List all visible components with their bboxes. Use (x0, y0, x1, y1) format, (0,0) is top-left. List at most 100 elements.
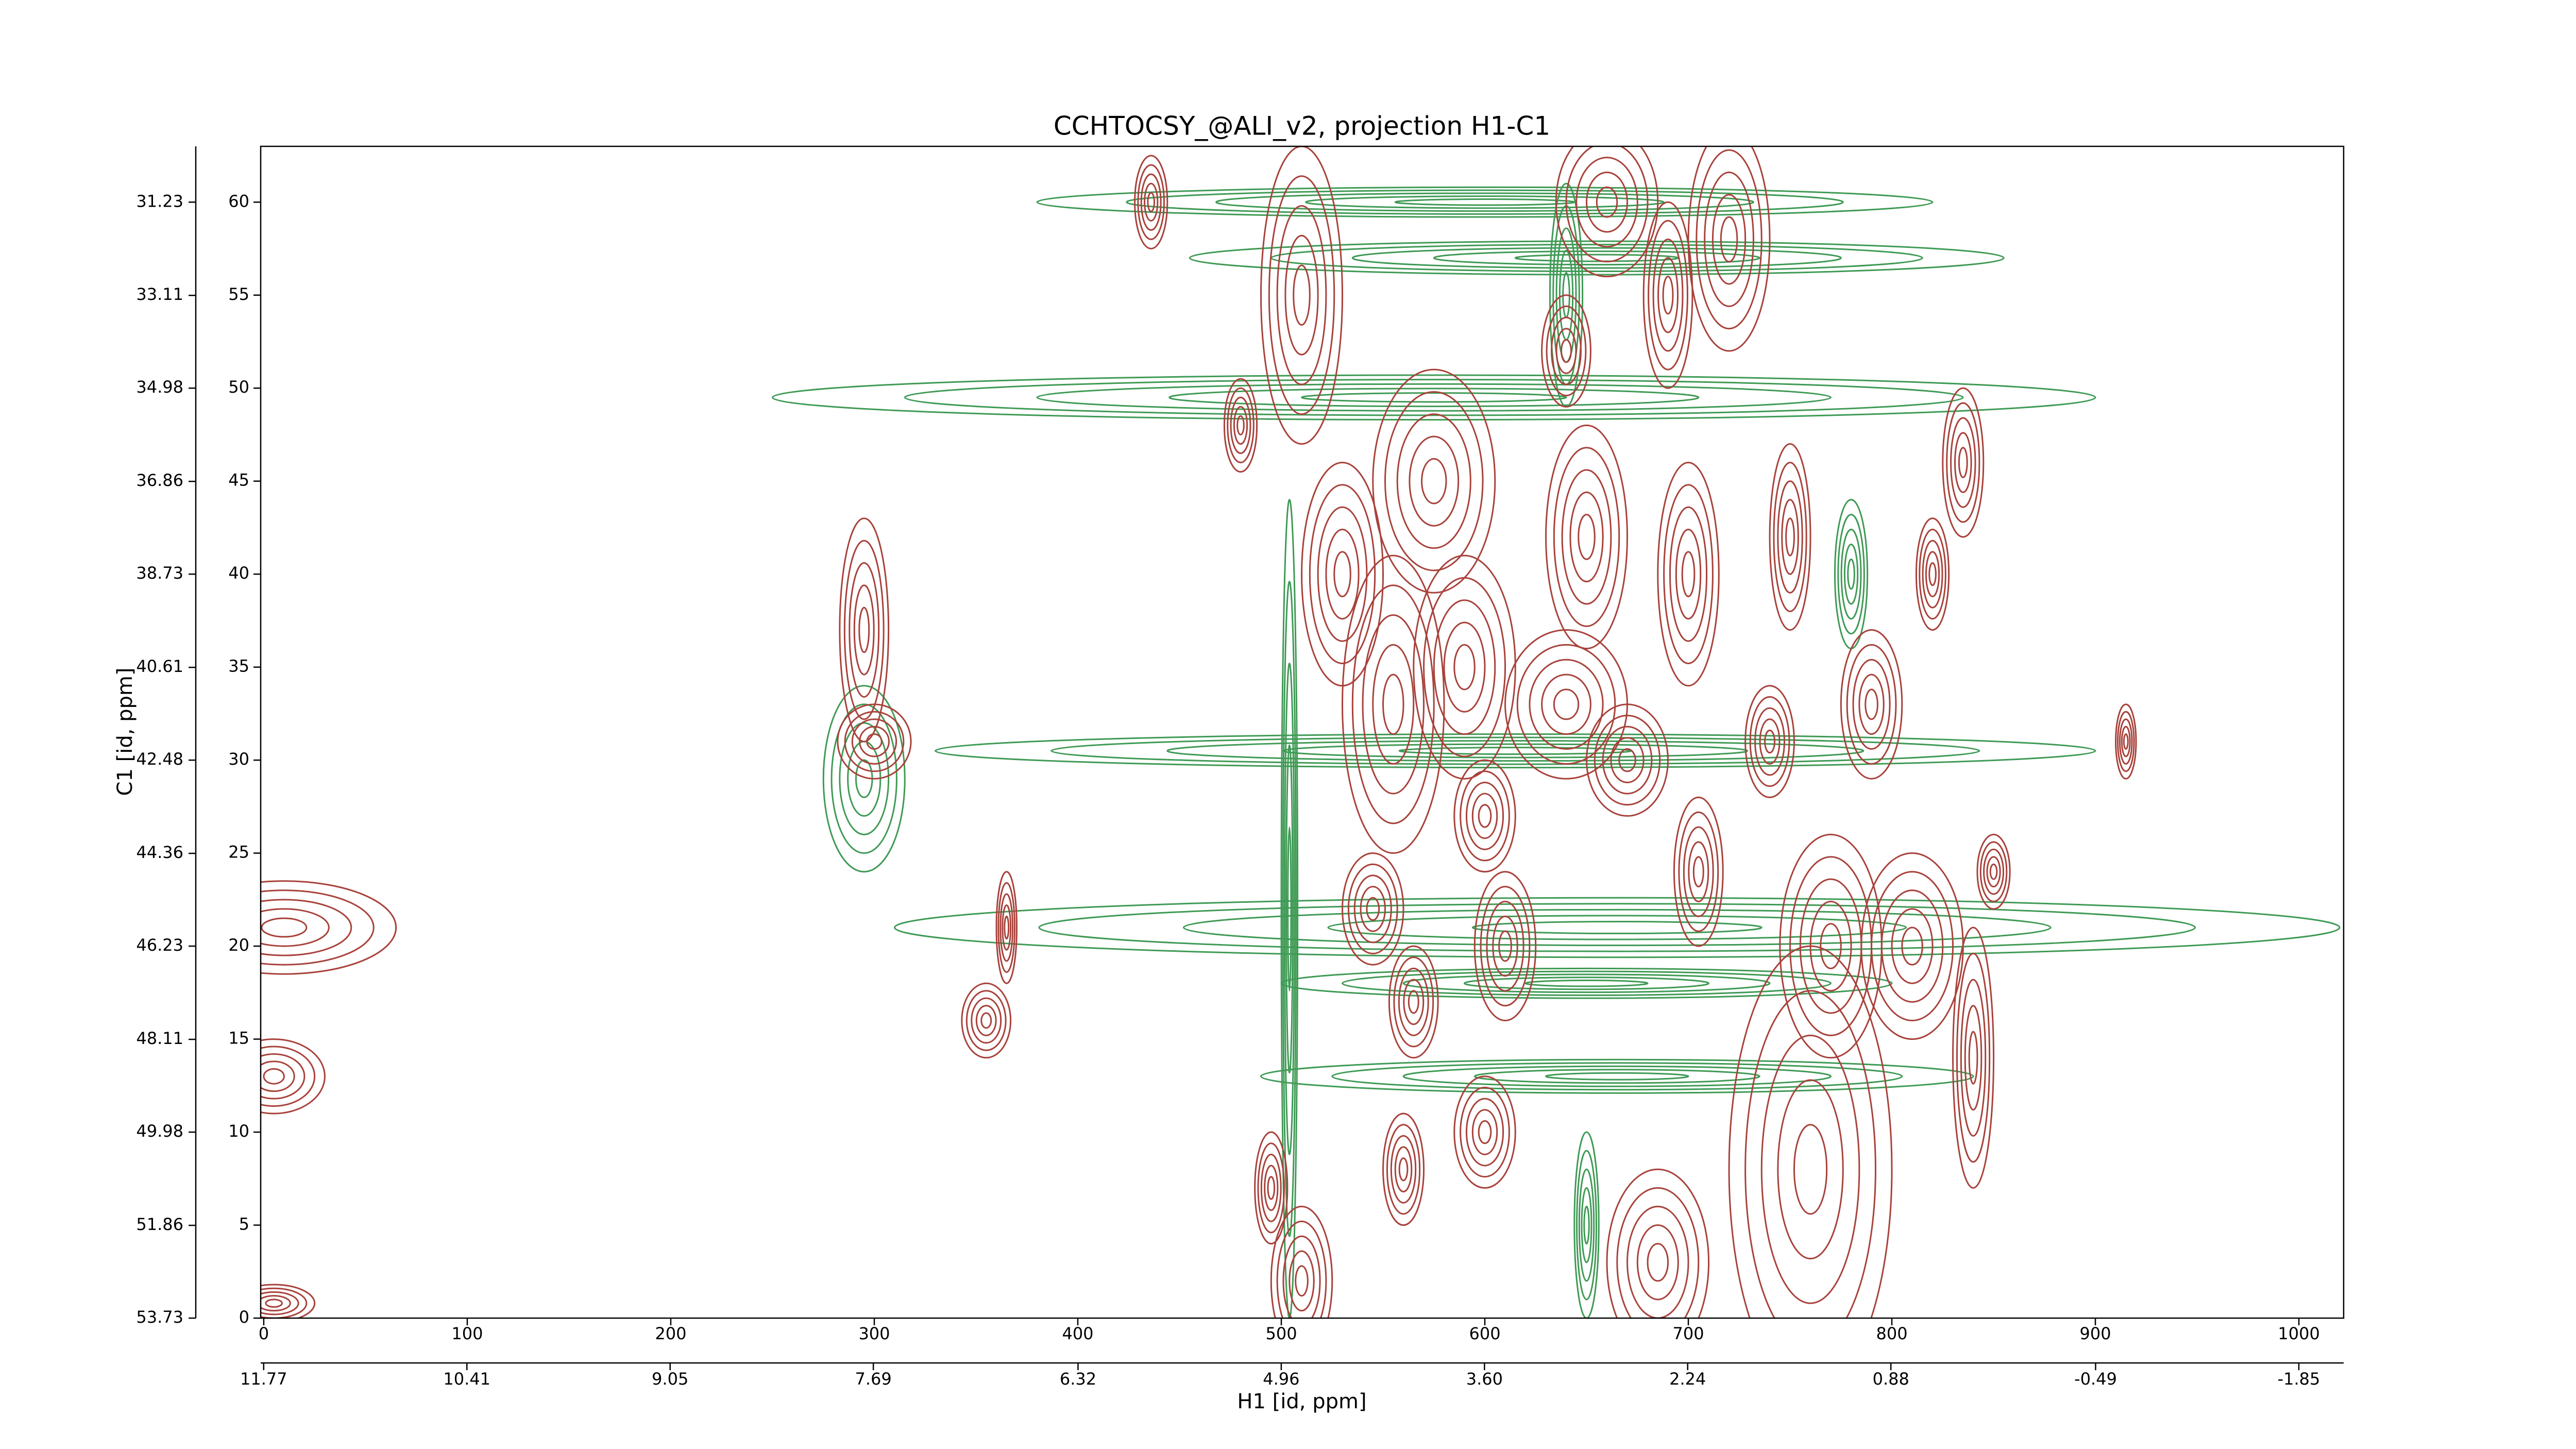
contour-level (1565, 146, 1649, 263)
contour-level (1421, 458, 1447, 504)
contour-level (1386, 1124, 1421, 1215)
contour-level (771, 374, 2096, 421)
contour-level (849, 562, 880, 698)
contour-level (995, 871, 1018, 984)
contour-level (1555, 146, 1659, 278)
contour-level (1979, 841, 2008, 902)
contour-level (1260, 1058, 1974, 1094)
contour-level (2119, 718, 2133, 765)
contour-level (1956, 953, 1991, 1163)
contour-level (1333, 551, 1351, 598)
contour-level (1524, 980, 1649, 987)
y-tick-label: 15 (228, 1029, 249, 1048)
contour-level (1754, 707, 1785, 776)
peak (1942, 387, 1985, 538)
contour-level (1147, 192, 1156, 212)
contour-level (1516, 644, 1616, 765)
contour-level (839, 517, 890, 743)
contour-level (839, 722, 890, 836)
contour-level (261, 880, 397, 975)
contour-level (265, 1299, 283, 1308)
y2-tick-label: 31.23 (136, 191, 183, 211)
contour-level (1260, 1153, 1282, 1222)
contour-level (1744, 990, 1876, 1318)
y2-tick-label: 49.98 (136, 1121, 183, 1141)
x-tick-label: 500 (1265, 1324, 1297, 1343)
contour-level (1561, 469, 1612, 605)
contour-level (1915, 517, 1950, 631)
contour-level (1384, 391, 1484, 571)
contour-level (1257, 1142, 1285, 1234)
contour-level (1683, 826, 1714, 917)
contour-level (1366, 897, 1380, 921)
contour-level (1287, 826, 1292, 992)
peak (1915, 517, 1950, 631)
contour-level (853, 584, 875, 676)
contour-level (261, 1060, 295, 1092)
contour-level (1583, 1205, 1590, 1245)
contour-level (1922, 540, 1943, 609)
peak (261, 1038, 326, 1115)
contour-level (1351, 584, 1435, 824)
contour-level (1871, 871, 1954, 1021)
contour-level (1325, 529, 1360, 620)
contour-level (1388, 945, 1439, 1059)
contour-level (1478, 1120, 1492, 1144)
contour-level (1950, 417, 1976, 508)
contour-level (1137, 164, 1165, 240)
y-tick-label: 5 (239, 1215, 249, 1234)
contour-level (1976, 834, 2011, 910)
contour-level (1284, 234, 1319, 356)
peak (2115, 703, 2137, 780)
contour-level (1267, 1176, 1276, 1200)
contour-level (1958, 447, 1968, 478)
contour-level (1390, 1135, 1417, 1204)
peak (1728, 945, 1893, 1318)
peak (1342, 852, 1404, 966)
x2-tick-label: -1.85 (2278, 1369, 2320, 1389)
peak (961, 982, 1012, 1059)
contour-level (1372, 368, 1496, 594)
contour-level (1662, 276, 1674, 315)
contour-level (1675, 529, 1702, 620)
contour-level (261, 1046, 316, 1107)
contour-level (1465, 1098, 1504, 1167)
contour-level (1626, 1205, 1689, 1318)
contour-level (1382, 1113, 1425, 1226)
peak (822, 685, 906, 873)
contour-level (831, 703, 897, 854)
peak (1036, 186, 1934, 218)
peak (1545, 424, 1629, 650)
contour-level (1891, 908, 1934, 984)
contour-level (1471, 1109, 1498, 1155)
contour-level (965, 990, 1007, 1051)
contour-level (1409, 435, 1460, 527)
contour-level (1276, 205, 1327, 385)
y-tick-label: 30 (228, 749, 249, 769)
contour-level (1669, 506, 1708, 642)
contour-level (1471, 793, 1498, 839)
contour-level (934, 733, 2096, 769)
y-tick-label: 60 (228, 191, 249, 211)
x-axis-label: H1 [id, ppm] (1237, 1390, 1366, 1413)
contour-level (1696, 149, 1762, 330)
contour-level (1285, 744, 1294, 1074)
contour-level (1347, 863, 1398, 955)
contour-level (1126, 189, 1844, 215)
y2-tick-label: 34.98 (136, 377, 183, 397)
contour-level (1555, 328, 1577, 374)
contour-level (1492, 915, 1518, 977)
y-tick-label: 35 (228, 656, 249, 676)
contour-level (1569, 491, 1604, 583)
contour-level (1464, 976, 1710, 990)
y-tick-label: 20 (228, 935, 249, 955)
peak (1769, 443, 1811, 631)
contour-level (1282, 1235, 1321, 1318)
contour-level (1578, 514, 1596, 560)
contour-level (1952, 926, 1995, 1189)
peak (1270, 1205, 1333, 1318)
contour-level (1473, 1069, 1760, 1084)
contour-level (1233, 406, 1248, 445)
contour-level (1168, 387, 1700, 408)
